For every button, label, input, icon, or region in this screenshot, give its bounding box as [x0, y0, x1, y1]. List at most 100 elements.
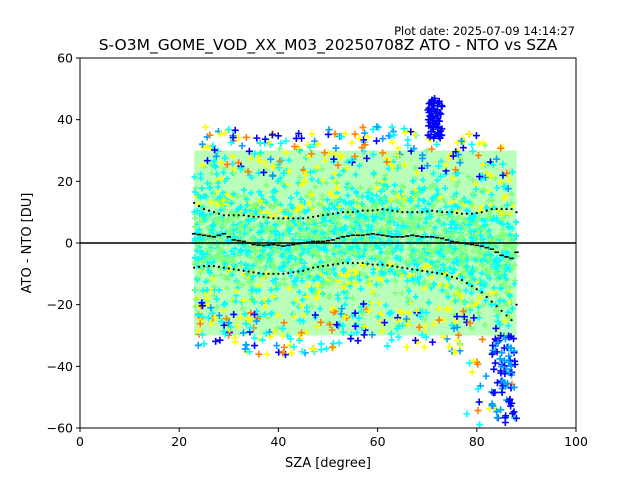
cloud-point — [290, 312, 298, 320]
cloud-point — [315, 289, 322, 296]
cloud-point — [278, 253, 285, 260]
cloud-point — [325, 281, 332, 288]
std-point — [232, 214, 235, 217]
std-point — [366, 209, 369, 212]
cloud-point — [503, 266, 510, 273]
std-point — [321, 214, 325, 217]
cloud-point — [216, 130, 224, 138]
cloud-point — [211, 314, 219, 322]
cloud-point — [471, 220, 478, 227]
x-tick-label: 100 — [564, 434, 588, 449]
cloud-point — [260, 168, 268, 176]
cloud-point — [207, 288, 214, 295]
cloud-point — [449, 230, 456, 237]
cloud-point — [286, 157, 293, 164]
cloud-point — [280, 319, 288, 327]
cloud-point — [291, 143, 299, 151]
cloud-point — [347, 335, 355, 343]
cloud-point — [426, 282, 433, 289]
cloud-point — [363, 215, 370, 222]
std-point — [500, 309, 503, 312]
cloud-point — [373, 200, 380, 207]
cloud-point — [420, 224, 427, 231]
cloud-point — [503, 275, 510, 282]
cloud-point — [277, 206, 284, 213]
cloud-point — [221, 129, 229, 137]
cloud-point — [405, 214, 412, 221]
cloud-point — [473, 266, 480, 273]
cloud-point — [374, 243, 381, 250]
cloud-point — [229, 257, 236, 264]
cloud-point — [400, 222, 407, 229]
cloud-point — [344, 192, 351, 199]
std-point — [267, 272, 270, 275]
cloud-point — [210, 258, 217, 265]
cloud-point — [444, 305, 452, 313]
cloud-point — [360, 331, 368, 339]
std-point — [267, 216, 270, 219]
cloud-point — [479, 139, 487, 147]
cloud-point — [281, 262, 288, 269]
cloud-point — [429, 125, 437, 133]
cloud-point — [416, 185, 423, 192]
cloud-point — [450, 175, 457, 182]
cloud-point — [416, 236, 423, 243]
cloud-point — [202, 278, 209, 285]
cloud-point — [412, 252, 419, 259]
cloud-point — [269, 261, 276, 268]
cloud-point — [487, 213, 494, 220]
cloud-point — [478, 270, 485, 277]
cloud-point — [450, 347, 458, 355]
cloud-point — [459, 234, 466, 241]
cloud-point — [241, 230, 248, 237]
cloud-point — [422, 333, 430, 341]
cloud-point — [496, 355, 504, 363]
cloud-point — [481, 322, 488, 329]
cloud-point — [352, 219, 359, 226]
cloud-point — [454, 179, 461, 186]
cloud-point — [391, 190, 398, 197]
cloud-point — [423, 162, 431, 170]
std-point — [445, 274, 449, 277]
cloud-point — [194, 255, 201, 262]
cloud-point — [274, 239, 281, 246]
std-point — [450, 275, 454, 279]
cloud-point — [505, 322, 512, 329]
cloud-point — [333, 321, 341, 329]
cloud-point — [261, 215, 268, 222]
cloud-point — [331, 150, 339, 158]
cloud-point — [483, 169, 491, 177]
cloud-point — [337, 196, 344, 203]
cloud-point — [211, 255, 218, 262]
cloud-point — [326, 275, 333, 282]
cloud-point — [343, 164, 351, 172]
cloud-point — [271, 196, 278, 203]
cloud-point — [429, 338, 437, 346]
cloud-point — [393, 254, 400, 261]
cloud-point — [351, 153, 359, 161]
cloud-point — [205, 214, 212, 221]
cloud-point — [411, 131, 419, 139]
cloud-point — [298, 203, 305, 210]
cloud-point — [238, 142, 246, 150]
std-point — [227, 267, 230, 270]
cloud-point — [468, 277, 475, 284]
cloud-point — [226, 228, 233, 235]
cloud-point — [211, 146, 219, 154]
cloud-point — [438, 101, 446, 109]
cloud-point — [192, 286, 199, 293]
cloud-point — [468, 140, 476, 148]
cloud-point — [433, 260, 440, 267]
y-axis-label: ATO - NTO [DU] — [20, 193, 35, 294]
std-point — [515, 303, 518, 306]
cloud-point — [387, 197, 394, 204]
cloud-point — [272, 221, 279, 228]
cloud-point — [319, 178, 326, 185]
cloud-point — [465, 173, 472, 180]
cloud-point — [361, 221, 368, 228]
cloud-point — [277, 236, 284, 243]
std-point — [436, 210, 439, 213]
cloud-point — [308, 303, 315, 310]
cloud-point — [287, 349, 295, 357]
cloud-point — [328, 343, 336, 351]
